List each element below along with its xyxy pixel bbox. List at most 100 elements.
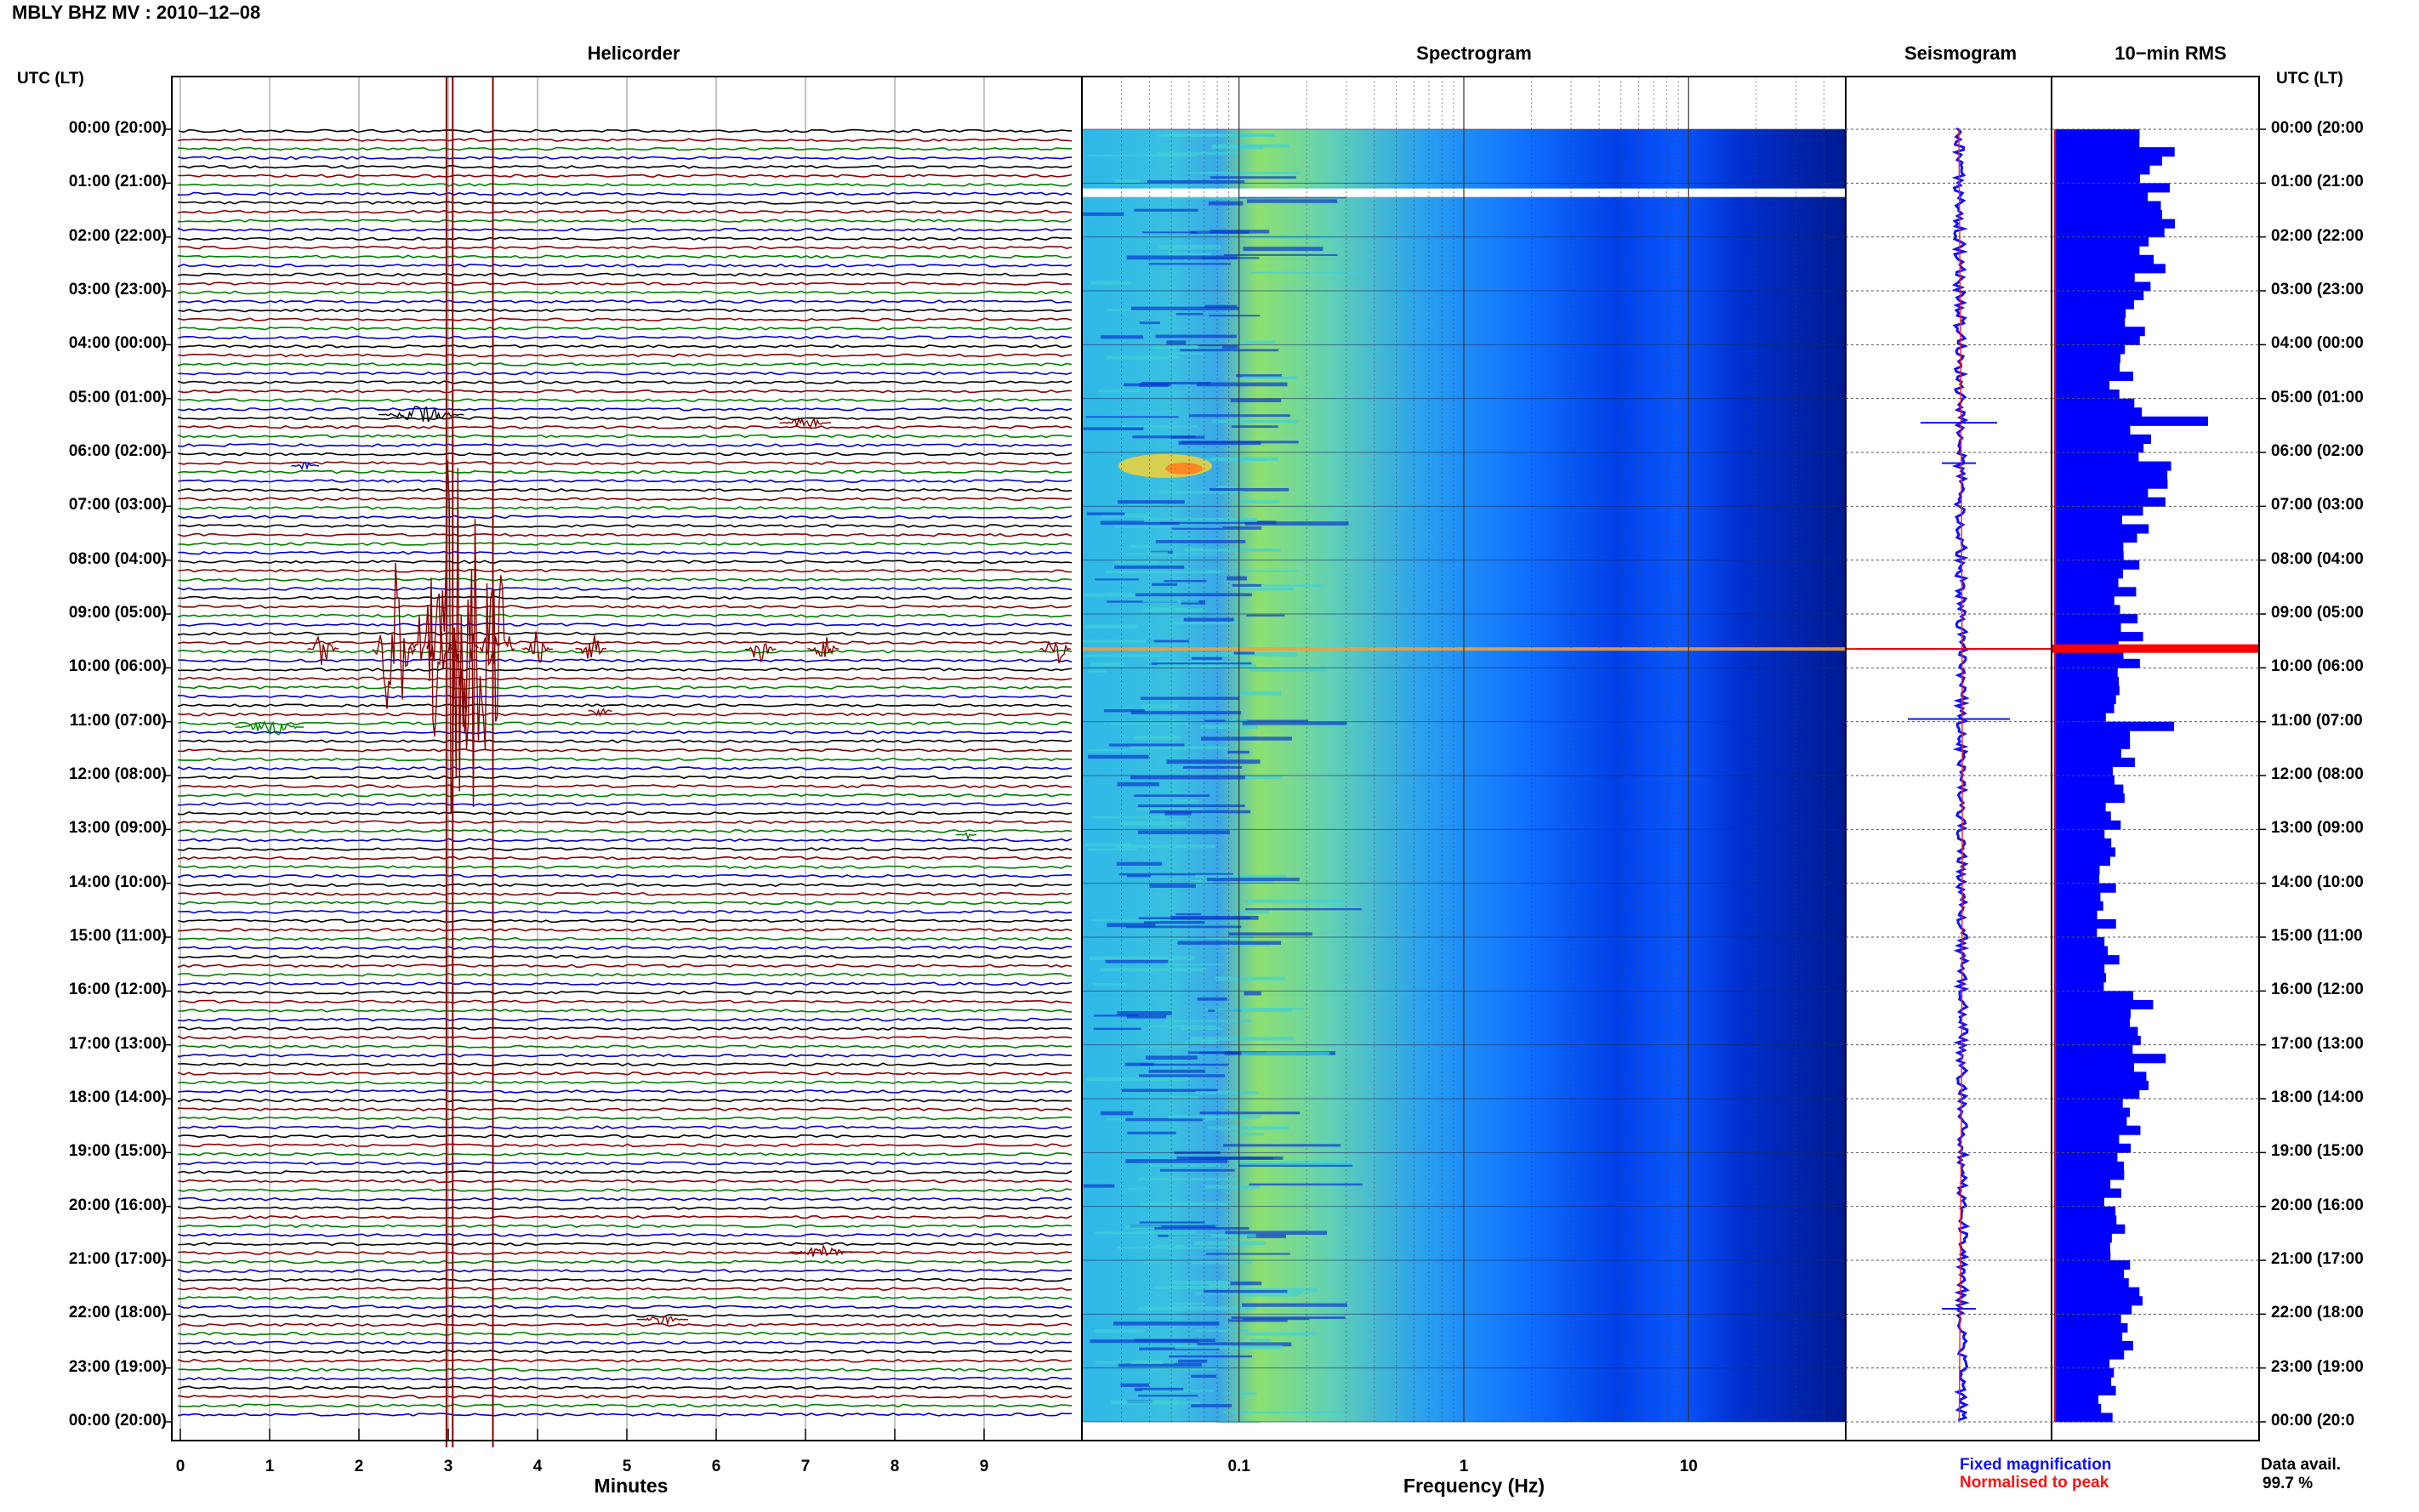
spectrogram-streak bbox=[1181, 1027, 1223, 1030]
spectrogram-streak bbox=[1201, 736, 1292, 741]
rms-bar bbox=[2055, 506, 2143, 516]
spectrogram-streak bbox=[1238, 691, 1281, 696]
spectrogram-streak bbox=[1151, 1367, 1218, 1371]
spectrogram-streak bbox=[1086, 1077, 1192, 1082]
helicorder-trace bbox=[178, 1161, 1073, 1166]
rms-bar bbox=[2055, 901, 2103, 911]
helicorder-trace bbox=[178, 344, 1073, 349]
legend-fixed: Fixed magnification bbox=[1960, 1456, 2112, 1474]
rms-bar bbox=[2055, 820, 2121, 830]
spectrogram-streak bbox=[1190, 1037, 1294, 1041]
spectrogram-streak bbox=[1166, 340, 1187, 345]
spectrogram-streak bbox=[1106, 355, 1180, 360]
spectrogram-streak bbox=[1128, 1187, 1147, 1190]
rms-bar bbox=[2055, 874, 2100, 884]
helicorder-trace bbox=[178, 1197, 1073, 1202]
helicorder-trace bbox=[178, 299, 1073, 304]
rms-bar bbox=[2055, 1367, 2114, 1378]
spectrogram-streak bbox=[1117, 782, 1159, 787]
spectrogram-streak bbox=[1168, 253, 1212, 257]
helicorder-trace bbox=[178, 721, 1073, 725]
spectrogram-streak bbox=[1095, 578, 1139, 581]
hour-label-left: 07:00 (03:00) bbox=[68, 496, 167, 514]
spectrogram-streak bbox=[1130, 306, 1239, 310]
rms-bar bbox=[2055, 497, 2166, 507]
rms-bar bbox=[2055, 201, 2161, 211]
spectrogram-streak bbox=[1151, 662, 1252, 665]
helicorder-trace bbox=[178, 469, 1073, 475]
spectrogram-streak bbox=[1100, 520, 1180, 526]
hour-label-left: 10:00 (06:00) bbox=[68, 657, 167, 676]
rms-bar bbox=[2055, 1341, 2133, 1351]
spectrogram-streak bbox=[1101, 513, 1150, 518]
spectrogram-streak bbox=[1125, 1117, 1204, 1122]
spectrogram-streak bbox=[1149, 810, 1251, 814]
rms-bar bbox=[2055, 1413, 2113, 1423]
spectrogram-streak bbox=[1085, 154, 1197, 157]
spectrogram-streak bbox=[1107, 600, 1178, 603]
rms-bar bbox=[2055, 1395, 2099, 1405]
spectrogram-streak bbox=[1204, 1289, 1288, 1293]
rms-bar bbox=[2055, 165, 2150, 175]
spectrogram-streak bbox=[1215, 976, 1286, 981]
helicorder-event bbox=[408, 577, 452, 737]
availability-value: 99.7 % bbox=[2262, 1475, 2314, 1492]
spectrogram-streak bbox=[1105, 570, 1221, 574]
helicorder-trace bbox=[178, 380, 1073, 384]
spectrogram-streak bbox=[1242, 1318, 1310, 1321]
rms-bar bbox=[2055, 856, 2110, 867]
hour-label-left: 05:00 (01:00) bbox=[68, 388, 167, 406]
spectrogram-streak bbox=[1098, 389, 1141, 393]
spectrogram-streak bbox=[1247, 1234, 1287, 1238]
spectrogram-streak bbox=[1188, 1157, 1274, 1160]
hour-label-left: 17:00 (13:00) bbox=[68, 1034, 167, 1053]
rms-bar bbox=[2055, 784, 2124, 794]
helicorder-trace bbox=[178, 1305, 1073, 1310]
hour-label-right: 11:00 (07:00 bbox=[2271, 711, 2363, 730]
spectrogram-streak bbox=[1168, 1233, 1256, 1238]
spectrogram-streak bbox=[1235, 1161, 1354, 1166]
rms-bar bbox=[2055, 1009, 2131, 1019]
hour-label-left: 00:00 (20:00) bbox=[68, 1412, 167, 1430]
minute-tick-label: 7 bbox=[800, 1458, 811, 1475]
spectrogram-streak bbox=[1093, 1015, 1139, 1017]
helicorder-event bbox=[588, 708, 612, 718]
rms-bar bbox=[2055, 299, 2134, 310]
spectrogram-streak bbox=[1206, 878, 1300, 882]
rms-bar bbox=[2055, 191, 2149, 202]
helicorder-trace bbox=[178, 757, 1073, 762]
helicorder-trace bbox=[178, 1071, 1073, 1076]
helicorder-trace bbox=[178, 990, 1073, 995]
spectrogram-streak bbox=[1115, 560, 1160, 564]
spectrogram-streak bbox=[1124, 1225, 1162, 1230]
spectrogram-streak bbox=[1126, 1015, 1167, 1019]
helicorder-trace bbox=[178, 595, 1073, 600]
rms-bar bbox=[2055, 695, 2116, 705]
rms-bar bbox=[2055, 1403, 2102, 1413]
spectrogram-streak bbox=[1107, 923, 1156, 928]
helicorder-trace bbox=[178, 514, 1073, 520]
rms-bar bbox=[2055, 542, 2124, 552]
minute-tick-label: 9 bbox=[979, 1458, 989, 1475]
minute-tick-label: 0 bbox=[175, 1458, 185, 1475]
helicorder-trace bbox=[178, 263, 1073, 268]
helicorder-trace bbox=[178, 577, 1073, 583]
helicorder-trace bbox=[178, 398, 1073, 403]
rms-bar bbox=[2055, 1188, 2121, 1198]
helicorder-trace bbox=[178, 1367, 1073, 1373]
helicorder-trace bbox=[178, 227, 1073, 232]
helicorder-trace bbox=[178, 1062, 1073, 1067]
rms-bar bbox=[2055, 569, 2123, 579]
spectrogram-streak bbox=[1139, 321, 1160, 325]
spectrogram-streak bbox=[1148, 551, 1168, 556]
spectrogram-streak bbox=[1142, 600, 1199, 603]
spectrogram-streak bbox=[1083, 212, 1124, 216]
rms-bar bbox=[2055, 407, 2143, 418]
spectrogram-streak bbox=[1174, 1302, 1205, 1305]
helicorder-trace bbox=[178, 183, 1073, 187]
rms-bar bbox=[2055, 991, 2133, 1001]
helicorder-trace bbox=[178, 1179, 1073, 1184]
spectrogram-streak bbox=[1192, 657, 1222, 660]
spectrogram-streak bbox=[1243, 376, 1297, 379]
